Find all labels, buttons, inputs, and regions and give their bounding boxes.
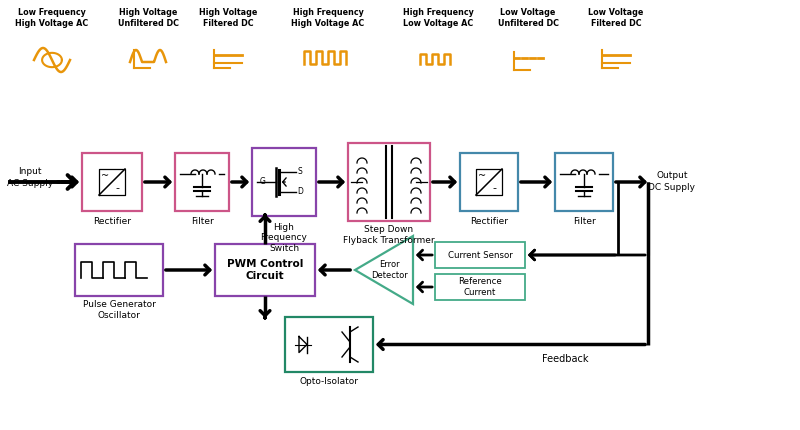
Text: Filter: Filter <box>573 216 595 225</box>
Text: High Voltage
Filtered DC: High Voltage Filtered DC <box>199 8 257 28</box>
Text: Low Voltage
Filtered DC: Low Voltage Filtered DC <box>588 8 644 28</box>
Text: Error
Detector: Error Detector <box>370 260 407 280</box>
Text: Step Down
Flyback Transformer: Step Down Flyback Transformer <box>343 225 435 245</box>
Text: Output: Output <box>656 172 688 181</box>
Text: -: - <box>492 183 496 193</box>
Text: Filter: Filter <box>190 216 214 225</box>
Bar <box>348 143 430 221</box>
Text: Rectifier: Rectifier <box>93 216 131 225</box>
Bar <box>215 244 315 296</box>
Text: Rectifier: Rectifier <box>470 216 508 225</box>
Text: G: G <box>260 178 266 187</box>
Text: ~: ~ <box>101 171 109 181</box>
Text: PWM Control
Circuit: PWM Control Circuit <box>227 259 303 281</box>
Text: High
Frequency
Switch: High Frequency Switch <box>261 223 307 253</box>
Text: DC Supply: DC Supply <box>649 182 695 191</box>
Text: Current Sensor: Current Sensor <box>448 251 512 259</box>
Text: S: S <box>298 168 302 176</box>
Bar <box>252 148 316 216</box>
Text: Pulse Generator
Oscillator: Pulse Generator Oscillator <box>82 300 155 319</box>
Bar <box>82 153 142 211</box>
Bar <box>285 317 373 372</box>
Text: High Voltage
Unfiltered DC: High Voltage Unfiltered DC <box>118 8 178 28</box>
Bar <box>75 244 163 296</box>
Text: Reference
Current: Reference Current <box>458 277 502 297</box>
Bar <box>460 153 518 211</box>
Text: Opto-Isolator: Opto-Isolator <box>299 378 358 387</box>
Text: AC Supply: AC Supply <box>7 179 53 188</box>
Bar <box>435 274 525 300</box>
Text: High Frequency
High Voltage AC: High Frequency High Voltage AC <box>291 8 365 28</box>
Bar <box>175 153 229 211</box>
Text: D: D <box>297 187 303 197</box>
Text: ~: ~ <box>478 171 486 181</box>
Bar <box>555 153 613 211</box>
Text: Low Voltage
Unfiltered DC: Low Voltage Unfiltered DC <box>498 8 558 28</box>
Text: Input: Input <box>18 168 42 176</box>
Bar <box>435 242 525 268</box>
Text: -: - <box>115 183 119 193</box>
Text: High Frequency
Low Voltage AC: High Frequency Low Voltage AC <box>402 8 474 28</box>
Text: Low Frequency
High Voltage AC: Low Frequency High Voltage AC <box>15 8 89 28</box>
Text: Feedback: Feedback <box>542 353 588 363</box>
